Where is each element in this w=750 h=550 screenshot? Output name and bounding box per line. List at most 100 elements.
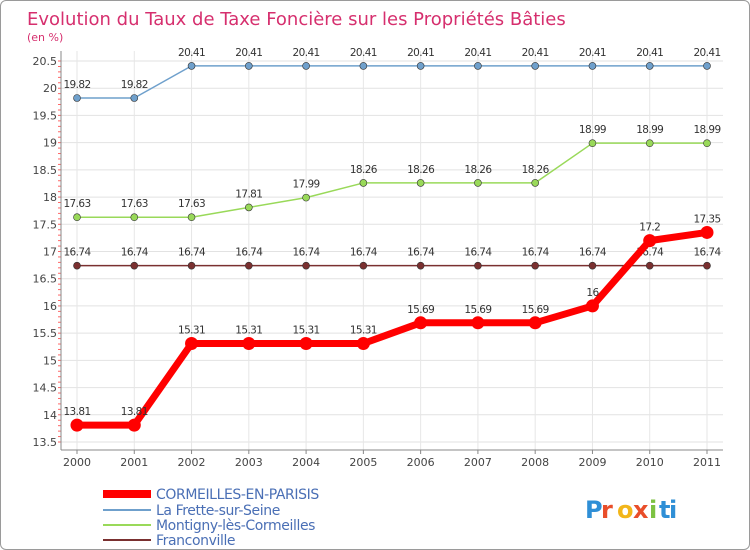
data-point bbox=[70, 418, 84, 432]
data-point bbox=[130, 261, 139, 270]
data-label: 18.26 bbox=[464, 164, 492, 176]
data-label: 18.99 bbox=[693, 124, 720, 136]
data-point bbox=[185, 336, 199, 350]
data-label: 13.81 bbox=[121, 406, 148, 418]
x-tick-label: 2007 bbox=[464, 456, 492, 469]
data-label: 16.74 bbox=[63, 247, 91, 259]
legend-label: La Frette-sur-Seine bbox=[156, 503, 280, 519]
x-tick-label: 2009 bbox=[578, 456, 606, 469]
data-label: 16.74 bbox=[522, 247, 550, 259]
x-tick-label: 2000 bbox=[63, 456, 91, 469]
y-tick-label: 18.5 bbox=[33, 164, 58, 177]
data-point bbox=[187, 62, 196, 70]
data-point bbox=[474, 62, 482, 70]
x-tick-label: 2008 bbox=[521, 456, 549, 469]
series-montigny-l-s-cormeilles: 17.63 17.63 17.63 17.81 17.99 18.26 18.26 18.26… bbox=[63, 124, 721, 222]
logo-letter: r bbox=[601, 496, 613, 524]
y-tick-label: 13.5 bbox=[33, 436, 58, 449]
data-label: 20.41 bbox=[693, 47, 720, 59]
data-label: 20.41 bbox=[350, 47, 377, 59]
data-point bbox=[130, 213, 139, 222]
y-tick-label: 16.5 bbox=[33, 273, 58, 286]
data-label: 17.99 bbox=[293, 179, 320, 191]
data-point bbox=[703, 261, 711, 270]
data-point bbox=[588, 62, 597, 70]
data-label: 15.69 bbox=[464, 304, 491, 316]
data-point bbox=[127, 418, 141, 432]
x-tick-labels: 2000 2001 2002 2003 2004 2005 2006 2007 2008 2009… bbox=[63, 456, 721, 469]
data-point bbox=[299, 336, 313, 350]
data-point bbox=[645, 62, 654, 70]
data-point bbox=[187, 213, 196, 222]
data-point bbox=[302, 62, 310, 70]
data-label: 18.26 bbox=[407, 164, 435, 176]
data-point bbox=[73, 94, 81, 102]
data-point bbox=[359, 62, 368, 70]
logo-letter: t bbox=[659, 496, 670, 524]
x-tick-label: 2001 bbox=[120, 456, 148, 469]
data-point bbox=[245, 203, 253, 212]
data-point bbox=[356, 336, 370, 350]
data-point bbox=[416, 62, 425, 70]
data-label: 20.41 bbox=[407, 47, 434, 59]
data-point bbox=[359, 261, 368, 270]
data-point bbox=[703, 139, 711, 147]
data-label: 17.63 bbox=[63, 198, 90, 210]
data-point bbox=[414, 316, 428, 330]
data-label: 17.81 bbox=[235, 188, 262, 200]
data-point bbox=[531, 62, 539, 70]
logo-letter: i bbox=[669, 496, 677, 524]
x-tick-label: 2005 bbox=[349, 456, 377, 469]
data-label: 15.69 bbox=[407, 304, 434, 316]
data-point bbox=[474, 261, 482, 270]
data-label: 16.74 bbox=[235, 247, 263, 259]
data-label: 16.74 bbox=[121, 247, 149, 259]
series-group: 19.82 19.82 20.41 20.41 20.41 20.41 20.41 20.41… bbox=[63, 47, 722, 432]
x-tick-label: 2010 bbox=[636, 456, 664, 469]
data-label: 15.31 bbox=[293, 324, 320, 336]
data-point bbox=[416, 179, 425, 187]
chart-subtitle: (en %) bbox=[27, 31, 63, 44]
grid-lines bbox=[61, 51, 723, 450]
x-tick-label: 2006 bbox=[407, 456, 435, 469]
data-label: 16.74 bbox=[464, 247, 492, 259]
data-label: 17.35 bbox=[693, 213, 720, 225]
data-point bbox=[245, 261, 253, 270]
y-tick-label: 16 bbox=[43, 300, 57, 313]
data-label: 20.41 bbox=[579, 47, 606, 59]
data-label: 20.41 bbox=[178, 47, 205, 59]
data-point bbox=[471, 316, 485, 330]
data-point bbox=[531, 261, 539, 270]
data-label: 19.82 bbox=[63, 79, 90, 91]
series-line bbox=[77, 142, 707, 218]
data-point bbox=[242, 336, 256, 350]
y-tick-label: 18 bbox=[43, 191, 57, 204]
data-label: 20.41 bbox=[293, 47, 320, 59]
data-point bbox=[588, 139, 597, 147]
data-label: 16.74 bbox=[350, 247, 378, 259]
data-label: 16.74 bbox=[178, 247, 206, 259]
y-tick-label: 20 bbox=[43, 82, 57, 95]
data-label: 16.74 bbox=[407, 247, 435, 259]
x-tick-label: 2002 bbox=[178, 456, 206, 469]
data-point bbox=[130, 94, 139, 102]
chart-title: Evolution du Taux de Taxe Foncière sur l… bbox=[27, 9, 566, 30]
data-point bbox=[302, 261, 310, 270]
data-point bbox=[585, 299, 599, 313]
data-label: 15.31 bbox=[178, 324, 205, 336]
data-point bbox=[73, 213, 81, 222]
series-franconville: 16.74 16.74 16.74 16.74 16.74 16.74 16.74 16.74… bbox=[63, 247, 722, 270]
data-label: 16 bbox=[586, 287, 599, 299]
data-point bbox=[245, 62, 253, 70]
logo-letter: o bbox=[617, 496, 634, 524]
x-tick-label: 2004 bbox=[292, 456, 320, 469]
data-label: 17.63 bbox=[121, 198, 148, 210]
y-tick-labels: 13.5 14 14.5 15 15.5 16 16.5 17 17.5 18 18.5 19 19.5… bbox=[33, 55, 58, 449]
legend-label: Montigny-lès-Cormeilles bbox=[156, 518, 315, 534]
data-label: 18.26 bbox=[350, 164, 378, 176]
data-point bbox=[302, 193, 310, 202]
data-point bbox=[359, 179, 368, 187]
y-tick-label: 20.5 bbox=[33, 55, 58, 68]
